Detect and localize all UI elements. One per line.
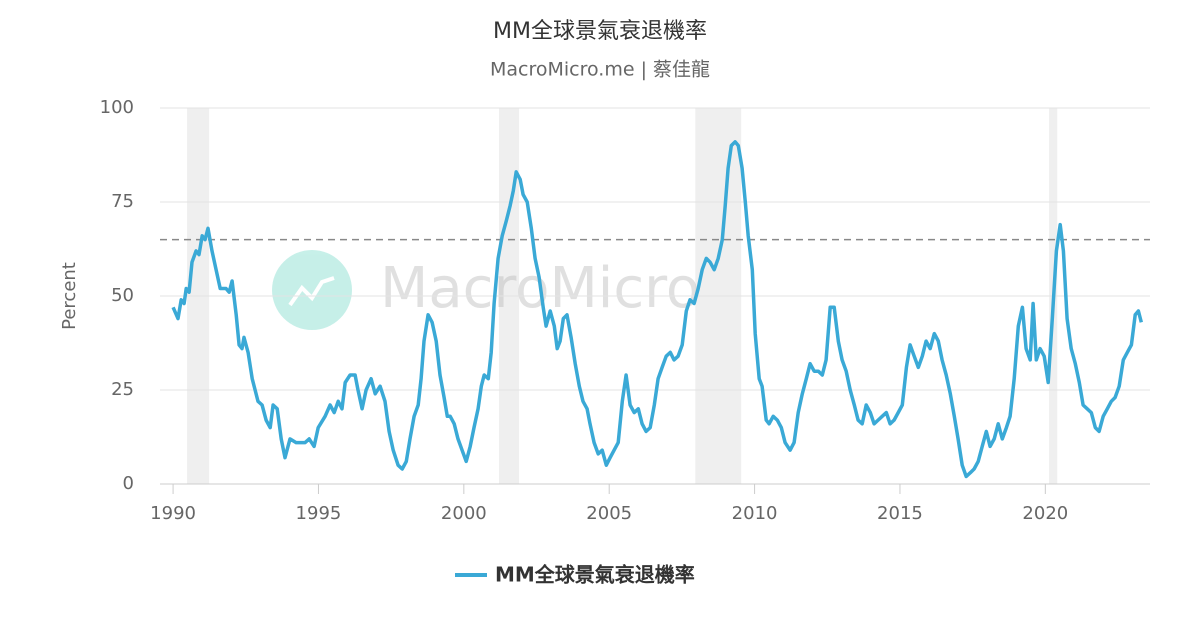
y-axis-label: Percent — [59, 262, 80, 330]
legend-label: MM全球景氣衰退機率 — [495, 563, 695, 587]
x-tick-label: 2020 — [1022, 503, 1068, 524]
x-tick-label: 2000 — [441, 503, 487, 524]
watermark-logo — [272, 250, 352, 330]
y-tick-label: 25 — [111, 379, 134, 400]
legend-item: MM全球景氣衰退機率 — [455, 563, 695, 587]
x-tick-label: 2010 — [732, 503, 778, 524]
y-tick-label: 100 — [100, 97, 134, 118]
y-tick-label: 0 — [123, 473, 134, 494]
chart-title: MM全球景氣衰退機率 — [493, 19, 707, 44]
x-tick-label: 1990 — [150, 503, 196, 524]
chart-subtitle: MacroMicro.me | 蔡佳龍 — [490, 59, 710, 81]
x-tick-label: 1995 — [296, 503, 342, 524]
x-tick-label: 2005 — [586, 503, 632, 524]
series-line — [171, 140, 1143, 479]
y-tick-label: 50 — [111, 285, 134, 306]
x-tick-label: 2015 — [877, 503, 923, 524]
y-tick-label: 75 — [111, 191, 134, 212]
